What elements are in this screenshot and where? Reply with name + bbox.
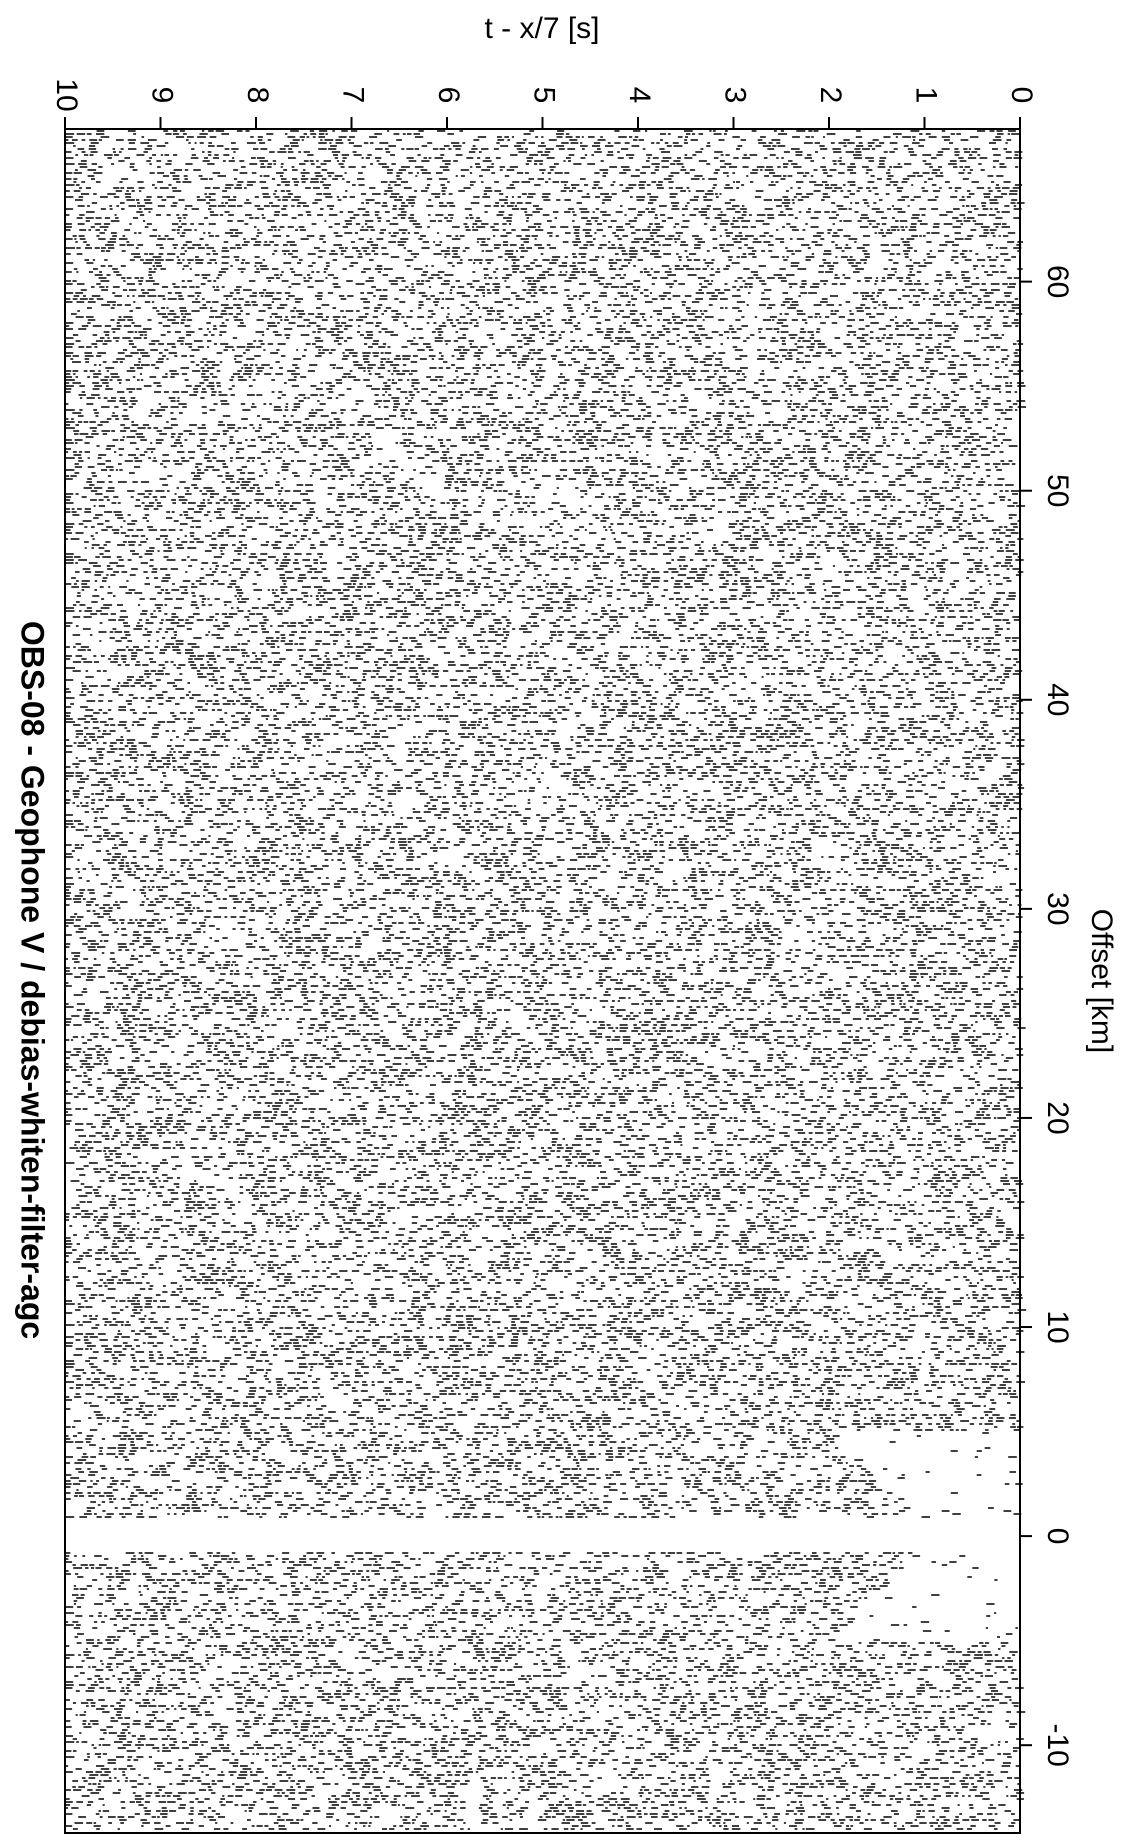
x-axis-label: Offset [km] — [1085, 909, 1118, 1053]
x-tick-label: 0 — [1041, 1528, 1074, 1545]
y-tick-label: 1 — [910, 87, 943, 104]
y-tick-label: 5 — [528, 87, 561, 104]
y-tick-label: 3 — [719, 87, 752, 104]
y-tick-label: 2 — [814, 87, 847, 104]
x-tick-label: 20 — [1041, 1101, 1074, 1134]
x-tick-label: 50 — [1041, 474, 1074, 507]
y-tick-label: 9 — [146, 87, 179, 104]
y-tick-label: 0 — [1005, 87, 1038, 104]
y-tick-label: 10 — [50, 78, 83, 111]
y-tick-label: 4 — [623, 87, 656, 104]
x-tick-label: 10 — [1041, 1310, 1074, 1343]
x-tick-label: 30 — [1041, 892, 1074, 925]
y-tick-label: 6 — [432, 87, 465, 104]
x-tick-label: 40 — [1041, 683, 1074, 716]
y-tick-label: 8 — [241, 87, 274, 104]
y-tick-label: 7 — [337, 87, 370, 104]
y-axis-label: t - x/7 [s] — [484, 12, 599, 45]
chart-title: OBS-08 - Geophone V / debias-whiten-filt… — [15, 621, 51, 1339]
x-tick-label: 60 — [1041, 265, 1074, 298]
x-tick-label: -10 — [1041, 1724, 1074, 1767]
seismic-texture — [66, 130, 1027, 1830]
